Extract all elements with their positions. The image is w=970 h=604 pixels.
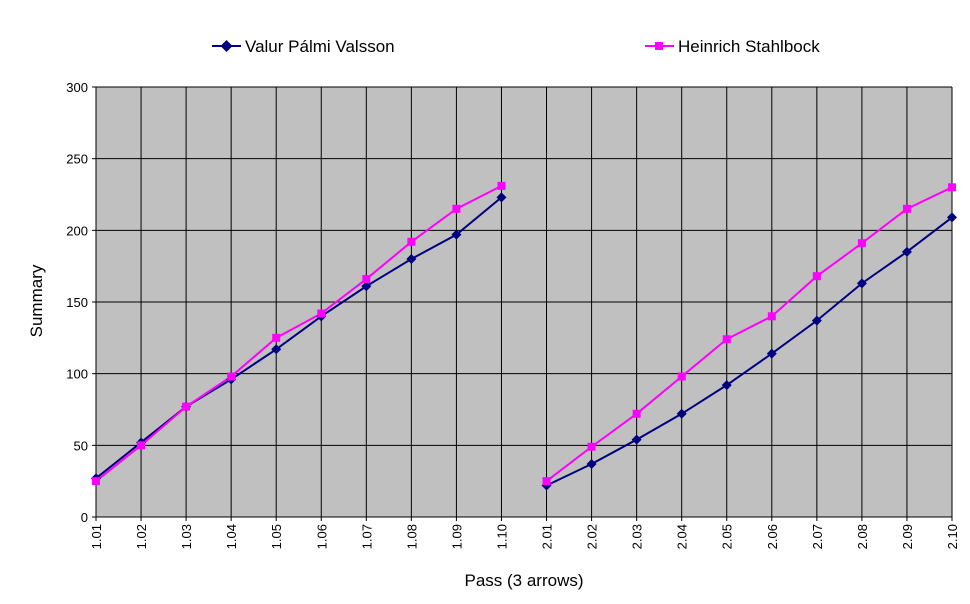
data-point-series-1 xyxy=(271,344,282,355)
data-point-series-1 xyxy=(856,278,867,289)
x-tick-label: 1.05 xyxy=(269,524,284,549)
y-tick-label: 250 xyxy=(66,152,88,167)
legend-marker-series-2 xyxy=(655,42,663,50)
legend-label-series-2: Heinrich Stahlbock xyxy=(678,37,820,56)
data-point-series-1 xyxy=(631,434,642,445)
x-tick-label: 2.07 xyxy=(810,524,825,549)
x-tick-label: 2.01 xyxy=(540,524,555,549)
x-tick-labels: 1.01 1.02 1.03 1.04 1.05 1.06 1.07 1.08 1.09 1.10… xyxy=(89,524,960,549)
x-axis-title: Pass (3 arrows) xyxy=(464,571,583,590)
x-tick-label: 2.08 xyxy=(855,524,870,549)
series-lines xyxy=(95,185,953,487)
data-point-series-1 xyxy=(901,246,912,257)
x-tick-label: 2.02 xyxy=(585,524,600,549)
axes xyxy=(92,86,953,521)
gridlines xyxy=(96,86,953,517)
data-point-series-2 xyxy=(812,272,821,281)
data-point-series-2 xyxy=(452,204,461,213)
y-axis-title: Summary xyxy=(27,264,46,337)
data-point-series-1 xyxy=(676,408,687,419)
y-tick-label: 150 xyxy=(66,295,88,310)
data-point-series-1 xyxy=(947,212,957,223)
x-tick-label: 2.04 xyxy=(675,524,690,549)
data-point-series-1 xyxy=(586,458,597,469)
data-point-series-2 xyxy=(632,409,641,418)
data-point-series-1 xyxy=(721,380,732,391)
x-tick-label: 1.07 xyxy=(359,524,374,549)
data-point-series-1 xyxy=(361,281,372,292)
data-point-series-2 xyxy=(722,335,731,344)
x-tick-label: 1.04 xyxy=(224,524,239,549)
data-point-series-2 xyxy=(767,312,776,321)
x-tick-label: 1.02 xyxy=(134,524,149,549)
legend-label-series-1: Valur Pálmi Valsson xyxy=(245,37,395,56)
x-tick-label: 1.08 xyxy=(404,524,419,549)
data-point-series-1 xyxy=(451,229,462,240)
data-point-series-2 xyxy=(362,275,371,284)
x-tick-label: 2.10 xyxy=(945,524,960,549)
y-tick-label: 200 xyxy=(66,223,88,238)
series-line-2 xyxy=(95,185,502,482)
data-point-series-1 xyxy=(811,315,822,326)
legend-item-series-2: Heinrich Stahlbock xyxy=(645,37,820,56)
x-tick-label: 2.09 xyxy=(900,524,915,549)
data-point-series-1 xyxy=(406,254,417,264)
legend: Valur Pálmi Valsson Heinrich Stahlbock xyxy=(212,37,820,56)
legend-marker-series-1 xyxy=(220,40,233,52)
data-point-series-2 xyxy=(948,183,956,192)
x-tick-label: 1.01 xyxy=(89,524,104,549)
x-tick-label: 2.03 xyxy=(630,524,645,549)
x-tick-label: 1.10 xyxy=(494,524,509,549)
data-point-series-2 xyxy=(542,477,551,486)
data-point-series-2 xyxy=(137,441,146,450)
data-point-series-2 xyxy=(587,442,596,451)
data-point-series-2 xyxy=(182,402,191,411)
data-point-series-2 xyxy=(92,477,100,486)
x-tick-label: 1.09 xyxy=(449,524,464,549)
data-point-series-2 xyxy=(677,372,686,381)
data-point-series-2 xyxy=(407,237,416,246)
data-point-series-2 xyxy=(857,239,866,248)
y-tick-labels: 0 50 100 150 200 250 300 xyxy=(66,80,88,525)
y-tick-label: 0 xyxy=(81,510,88,525)
y-tick-label: 100 xyxy=(66,367,88,382)
y-tick-label: 300 xyxy=(66,80,88,95)
series-line-1 xyxy=(546,216,953,487)
series-line-2 xyxy=(545,186,953,482)
data-point-series-2 xyxy=(317,309,326,318)
data-point-series-2 xyxy=(227,372,236,381)
x-tick-label: 1.03 xyxy=(179,524,194,549)
data-point-series-2 xyxy=(902,204,911,213)
x-tick-label: 2.06 xyxy=(765,524,780,549)
data-point-series-2 xyxy=(272,333,281,342)
x-tick-label: 2.05 xyxy=(720,524,735,549)
series-markers xyxy=(91,181,957,491)
data-point-series-1 xyxy=(766,348,777,359)
data-point-series-2 xyxy=(497,181,506,190)
x-tick-label: 1.06 xyxy=(314,524,329,549)
series-line-1 xyxy=(95,196,503,480)
data-point-series-1 xyxy=(496,192,507,203)
legend-item-series-1: Valur Pálmi Valsson xyxy=(212,37,395,56)
y-tick-label: 50 xyxy=(74,438,88,453)
